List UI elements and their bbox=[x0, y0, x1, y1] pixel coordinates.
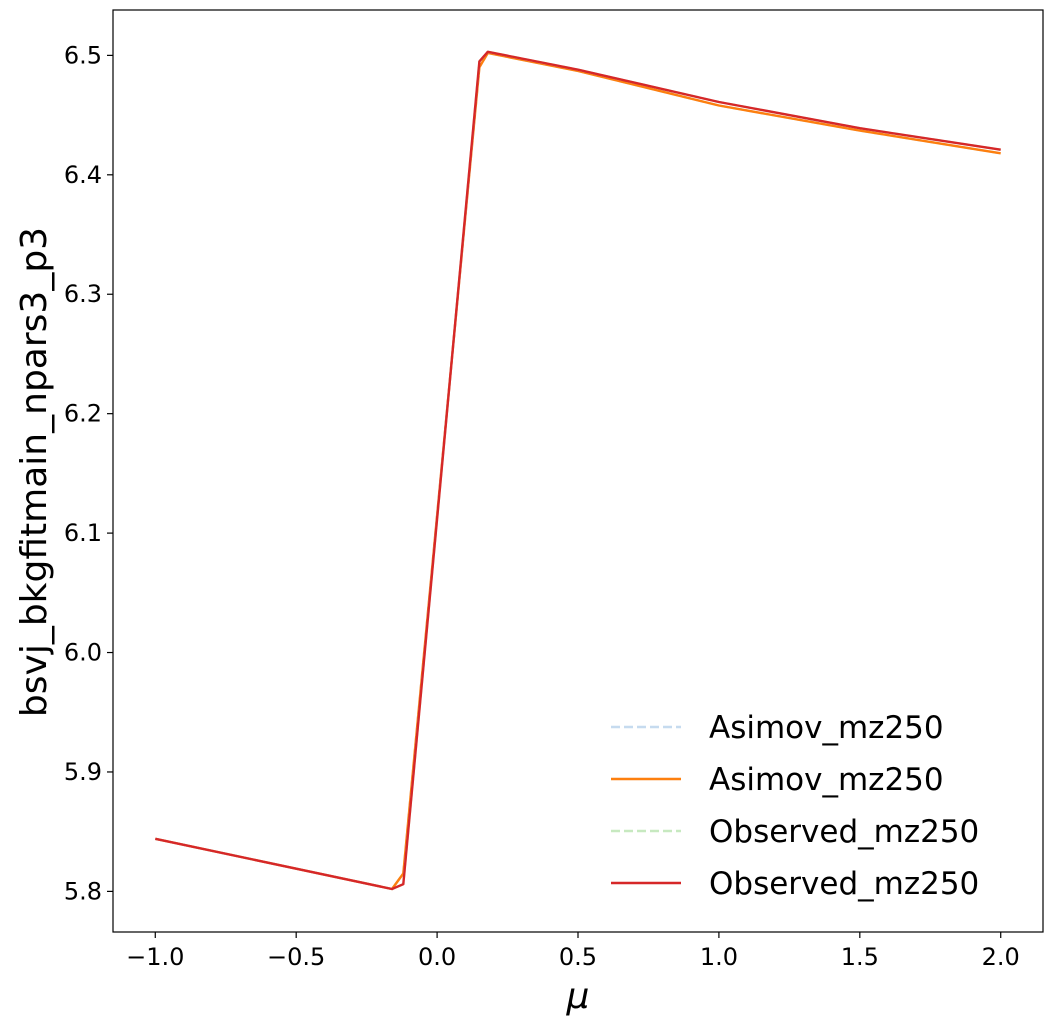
legend-label: Observed_mz250 bbox=[709, 814, 979, 850]
x-tick-label: 0.5 bbox=[559, 943, 597, 971]
y-tick-label: 6.5 bbox=[64, 41, 102, 69]
y-tick-label: 6.4 bbox=[64, 161, 102, 189]
ticks-layer: −1.0 −0.5 0.0 0.5 1.0 1.5 2.0 5.8 5.9 6.0 6.1 6.2 6.… bbox=[64, 41, 1020, 971]
legend-label: Observed_mz250 bbox=[709, 866, 979, 902]
legend: Asimov_mz250 Asimov_mz250 Observed_mz250 Ob… bbox=[611, 710, 979, 902]
y-axis-label: bsvj_bkgfitmain_npars3_p3 bbox=[14, 227, 55, 717]
x-tick-label: 1.5 bbox=[841, 943, 879, 971]
y-tick-label: 6.0 bbox=[64, 639, 102, 667]
x-axis-label: μ bbox=[566, 976, 590, 1017]
legend-label: Asimov_mz250 bbox=[709, 762, 944, 798]
y-tick-label: 6.2 bbox=[64, 400, 102, 428]
y-tick-label: 6.3 bbox=[64, 280, 102, 308]
y-tick-label: 5.8 bbox=[64, 877, 102, 905]
x-tick-label: 2.0 bbox=[982, 943, 1020, 971]
y-tick-label: 5.9 bbox=[64, 758, 102, 786]
legend-label: Asimov_mz250 bbox=[709, 710, 944, 746]
x-tick-label: 0.0 bbox=[418, 943, 456, 971]
y-tick-label: 6.1 bbox=[64, 519, 102, 547]
series-line-4 bbox=[155, 50, 1001, 891]
x-tick-label: −0.5 bbox=[267, 943, 325, 971]
x-tick-label: −1.0 bbox=[126, 943, 184, 971]
series-layer bbox=[155, 50, 1001, 891]
x-tick-label: 1.0 bbox=[700, 943, 738, 971]
